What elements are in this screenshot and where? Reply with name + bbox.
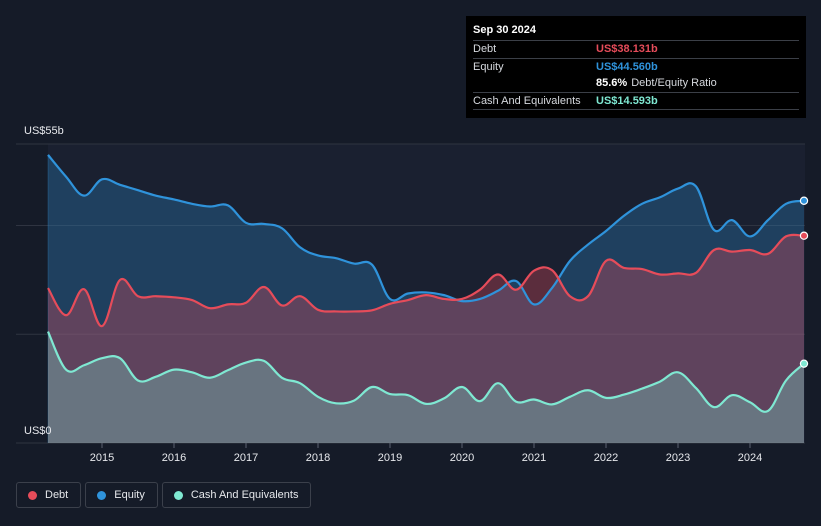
x-tick-label: 2022 <box>594 452 618 464</box>
y-axis-min-label: US$0 <box>24 425 52 437</box>
x-tick-label: 2015 <box>90 452 114 464</box>
cash-line <box>46 331 805 413</box>
debt-line <box>47 233 805 328</box>
cash-area <box>48 331 804 443</box>
tooltip-cash-label: Cash And Equivalents <box>473 94 581 107</box>
series-areas <box>48 154 804 443</box>
x-tick-label: 2019 <box>378 452 402 464</box>
debt-dot-icon <box>28 490 37 500</box>
debt-area <box>48 234 804 443</box>
chart-legend: Debt Equity Cash And Equivalents <box>16 482 315 510</box>
tooltip-cash-value: US$14.593b <box>596 94 658 107</box>
x-tick-label: 2020 <box>450 452 474 464</box>
legend-equity-label: Equity <box>114 489 145 501</box>
legend-item-debt[interactable]: Debt <box>16 482 82 508</box>
debt-end-marker <box>799 231 809 240</box>
tooltip-date: Sep 30 2024 <box>473 24 536 36</box>
tooltip-equity-label: Equity <box>473 60 504 73</box>
tooltip-row-equity: Equity US$44.560b <box>473 57 799 76</box>
legend-cash-label: Cash And Equivalents <box>190 489 299 501</box>
equity-area <box>48 154 804 443</box>
tooltip-equity-value: US$44.560b <box>596 60 658 73</box>
cash-dot-icon <box>173 490 183 500</box>
y-axis-max-label: US$55b <box>24 125 64 137</box>
tooltip-debt-value: US$38.131b <box>596 43 658 56</box>
x-tick-label: 2016 <box>162 452 186 464</box>
cash-end-marker <box>799 359 809 368</box>
tooltip-debt-label: Debt <box>473 43 497 56</box>
equity-end-marker <box>799 196 809 205</box>
x-tick-label: 2024 <box>738 452 762 464</box>
data-tooltip: Sep 30 2024 Debt US$38.131b Equity US$44… <box>466 16 806 118</box>
legend-debt-label: Debt <box>45 489 69 501</box>
series-lines <box>46 154 805 413</box>
x-tick-label: 2023 <box>666 452 690 464</box>
x-axis-ticks: 2015 2016 2017 2018 2019 2020 2021 2022 2023 2024 <box>90 443 762 464</box>
x-tick-label: 2017 <box>234 452 258 464</box>
equity-dot-icon <box>97 490 107 500</box>
end-markers <box>799 196 809 368</box>
x-tick-label: 2018 <box>306 452 330 464</box>
tooltip-row-ratio: 85.6% Debt/Equity Ratio <box>473 75 799 92</box>
tooltip-row-debt: Debt US$38.131b <box>473 40 799 58</box>
tooltip-ratio-value: 85.6% <box>596 77 628 90</box>
x-tick-label: 2021 <box>522 452 546 464</box>
legend-item-cash[interactable]: Cash And Equivalents <box>161 482 312 508</box>
tooltip-ratio-label: Debt/Equity Ratio <box>631 77 717 90</box>
equity-line <box>47 154 805 306</box>
tooltip-row-cash: Cash And Equivalents US$14.593b <box>473 91 799 110</box>
legend-item-equity[interactable]: Equity <box>85 482 158 508</box>
